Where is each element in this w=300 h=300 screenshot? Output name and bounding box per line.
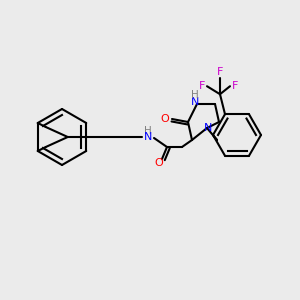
Text: N: N [144,132,152,142]
Text: N: N [191,97,199,107]
Text: O: O [154,158,164,168]
Text: H: H [144,126,152,136]
Text: F: F [199,81,205,91]
Text: N: N [204,123,212,133]
Text: O: O [160,114,169,124]
Text: F: F [217,67,223,77]
Text: F: F [232,81,238,91]
Text: H: H [191,90,199,100]
